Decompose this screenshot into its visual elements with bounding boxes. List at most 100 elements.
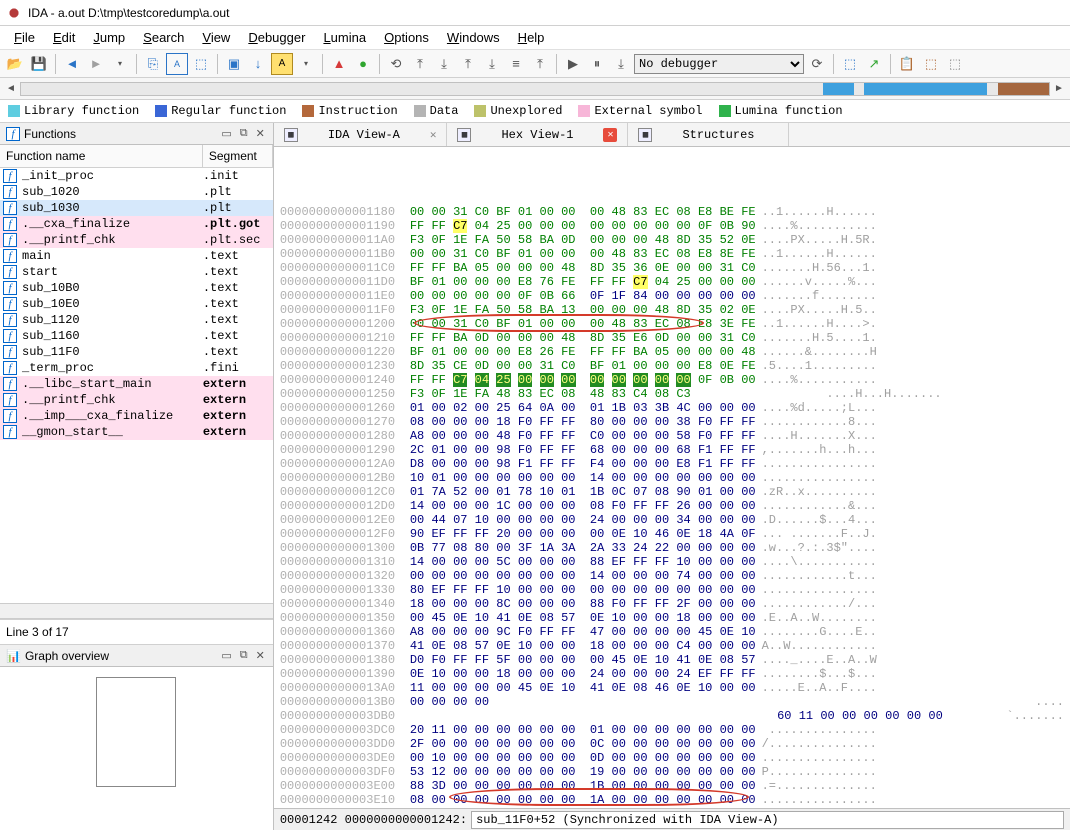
tool-icon[interactable]: ⬚ [920, 53, 942, 75]
function-row[interactable]: fsub_1020.plt [0, 184, 273, 200]
hex-line[interactable]: 000000000000118000 00 31 C0 BF 01 00 00 … [280, 205, 1064, 219]
panel-restore-icon[interactable]: ▭ [219, 649, 233, 662]
tool-icon[interactable]: ⟳ [806, 53, 828, 75]
hex-view[interactable]: 000000000000118000 00 31 C0 BF 01 00 00 … [274, 147, 1070, 808]
menu-help[interactable]: Help [510, 28, 553, 47]
panel-pop-icon[interactable]: ⧉ [238, 649, 250, 662]
tool-icon[interactable]: A [271, 53, 293, 75]
function-row[interactable]: f__gmon_start__extern [0, 424, 273, 440]
hex-line[interactable]: 0000000000003E20C0 3D 00 00 00 00 00 00 … [280, 807, 1064, 808]
tool-icon[interactable]: ⤒ [409, 53, 431, 75]
tool-icon[interactable]: ⤓ [433, 53, 455, 75]
hex-line[interactable]: 00000000000012A0D8 00 00 00 98 F1 FF FF … [280, 457, 1064, 471]
tool-icon[interactable]: A [166, 53, 188, 75]
tool-icon[interactable]: ⤒ [457, 53, 479, 75]
menu-lumina[interactable]: Lumina [315, 28, 374, 47]
menu-options[interactable]: Options [376, 28, 437, 47]
hex-line[interactable]: 00000000000011E000 00 00 00 00 0F 0B 66 … [280, 289, 1064, 303]
hex-line[interactable]: 00000000000012E000 44 07 10 00 00 00 00 … [280, 513, 1064, 527]
panel-close-icon[interactable]: ✕ [254, 127, 267, 140]
hex-line[interactable]: 0000000000001280A8 00 00 00 48 F0 FF FF … [280, 429, 1064, 443]
hex-line[interactable]: 000000000000131014 00 00 00 5C 00 00 00 … [280, 555, 1064, 569]
hex-line[interactable]: 0000000000001210FF FF BA 0D 00 00 00 48 … [280, 331, 1064, 345]
fwd-icon[interactable]: ► [85, 53, 107, 75]
function-row[interactable]: fsub_10B0.text [0, 280, 273, 296]
stop-icon[interactable]: ▲ [328, 53, 350, 75]
tool-icon[interactable]: ▣ [223, 53, 245, 75]
tool-icon[interactable]: ⟲ [385, 53, 407, 75]
tool-icon[interactable]: ⬚ [839, 53, 861, 75]
tool-icon[interactable]: ↗ [863, 53, 885, 75]
hex-line[interactable]: 000000000000132000 00 00 00 00 00 00 00 … [280, 569, 1064, 583]
function-row[interactable]: fstart.text [0, 264, 273, 280]
nav-right-icon[interactable]: ► [1052, 82, 1066, 96]
menu-view[interactable]: View [194, 28, 238, 47]
function-row[interactable]: f.__cxa_finalize.plt.got [0, 216, 273, 232]
function-row[interactable]: fsub_1030.plt [0, 200, 273, 216]
menu-debugger[interactable]: Debugger [240, 28, 313, 47]
panel-restore-icon[interactable]: ▭ [219, 127, 233, 140]
hex-line[interactable]: 0000000000003DD02F 00 00 00 00 00 00 00 … [280, 737, 1064, 751]
hex-line[interactable]: 00000000000012F090 EF FF FF 20 00 00 00 … [280, 527, 1064, 541]
menu-file[interactable]: File [6, 28, 43, 47]
tool-icon[interactable]: ↓ [247, 53, 269, 75]
function-row[interactable]: fsub_1120.text [0, 312, 273, 328]
panel-close-icon[interactable]: ✕ [254, 649, 267, 662]
tool-icon[interactable]: ⬚ [944, 53, 966, 75]
function-row[interactable]: f_term_proc.fini [0, 360, 273, 376]
function-row[interactable]: f.__printf_chk.plt.sec [0, 232, 273, 248]
graph-overview-body[interactable] [0, 667, 273, 830]
hex-line[interactable]: 00000000000012B010 01 00 00 00 00 00 00 … [280, 471, 1064, 485]
menu-search[interactable]: Search [135, 28, 192, 47]
tab-structures[interactable]: ▦Structures [628, 123, 789, 146]
function-row[interactable]: f.__libc_start_mainextern [0, 376, 273, 392]
hex-line[interactable]: 0000000000001190FF FF C7 04 25 00 00 00 … [280, 219, 1064, 233]
hex-line[interactable]: 00000000000013B000 00 00 00 .... [280, 695, 1064, 709]
hex-line[interactable]: 00000000000011A0F3 0F 1E FA 50 58 BA 0D … [280, 233, 1064, 247]
hex-line[interactable]: 0000000000003E1008 00 00 00 00 00 00 00 … [280, 793, 1064, 807]
tool-icon[interactable]: ⎘ [142, 53, 164, 75]
tool-icon[interactable]: 📋 [896, 53, 918, 75]
open-icon[interactable]: 📂 [4, 53, 26, 75]
function-row[interactable]: fmain.text [0, 248, 273, 264]
save-icon[interactable]: 💾 [28, 53, 50, 75]
dropdown-icon[interactable]: ▾ [295, 53, 317, 75]
function-row[interactable]: fsub_11F0.text [0, 344, 273, 360]
hex-line[interactable]: 000000000000133080 EF FF FF 10 00 00 00 … [280, 583, 1064, 597]
tool-icon[interactable]: ≡ [505, 53, 527, 75]
tool-icon[interactable]: ⬚ [190, 53, 212, 75]
hex-line[interactable]: 00000000000011B000 00 31 C0 BF 01 00 00 … [280, 247, 1064, 261]
hex-line[interactable]: 000000000000126001 00 02 00 25 64 0A 00 … [280, 401, 1064, 415]
hex-line[interactable]: 000000000000127008 00 00 00 18 F0 FF FF … [280, 415, 1064, 429]
function-row[interactable]: f.__printf_chkextern [0, 392, 273, 408]
menu-jump[interactable]: Jump [85, 28, 133, 47]
function-row[interactable]: f.__imp___cxa_finalizeextern [0, 408, 273, 424]
col-function-name[interactable]: Function name [0, 145, 203, 167]
function-row[interactable]: fsub_10E0.text [0, 296, 273, 312]
tool-icon[interactable]: ⤓ [481, 53, 503, 75]
tab-close-icon[interactable]: ✕ [430, 128, 437, 142]
run-icon[interactable]: ● [352, 53, 374, 75]
function-row[interactable]: f_init_proc.init [0, 168, 273, 184]
nav-left-icon[interactable]: ◄ [4, 82, 18, 96]
dropdown-icon[interactable]: ▾ [109, 53, 131, 75]
hex-line[interactable]: 00000000000013A011 00 00 00 00 45 0E 10 … [280, 681, 1064, 695]
hex-line[interactable]: 00000000000012D014 00 00 00 1C 00 00 00 … [280, 499, 1064, 513]
hex-line[interactable]: 0000000000003DF053 12 00 00 00 00 00 00 … [280, 765, 1064, 779]
hex-line[interactable]: 0000000000001240FF FF C7 04 25 00 00 00 … [280, 373, 1064, 387]
menu-edit[interactable]: Edit [45, 28, 83, 47]
hex-line[interactable]: 000000000000135000 45 0E 10 41 0E 08 57 … [280, 611, 1064, 625]
hex-line[interactable]: 0000000000001250F3 0F 1E FA 48 83 EC 08 … [280, 387, 1064, 401]
hex-line[interactable]: 0000000000003DE000 10 00 00 00 00 00 00 … [280, 751, 1064, 765]
nav-overview[interactable] [20, 82, 1050, 96]
col-segment[interactable]: Segment [203, 145, 273, 167]
hex-line[interactable]: 0000000000003E0088 3D 00 00 00 00 00 00 … [280, 779, 1064, 793]
hex-line[interactable]: 0000000000003DB0 60 11 00 00 00 00 00 00… [280, 709, 1064, 723]
play-icon[interactable]: ▶ [562, 53, 584, 75]
hex-line[interactable]: 00000000000012C001 7A 52 00 01 78 10 01 … [280, 485, 1064, 499]
hex-line[interactable]: 00000000000011F0F3 0F 1E FA 50 58 BA 13 … [280, 303, 1064, 317]
hex-line[interactable]: 000000000000134018 00 00 00 8C 00 00 00 … [280, 597, 1064, 611]
hex-line[interactable]: 0000000000001220BF 01 00 00 00 E8 26 FE … [280, 345, 1064, 359]
step-icon[interactable]: ⤓ [610, 53, 632, 75]
hex-line[interactable]: 000000000000120000 00 31 C0 BF 01 00 00 … [280, 317, 1064, 331]
